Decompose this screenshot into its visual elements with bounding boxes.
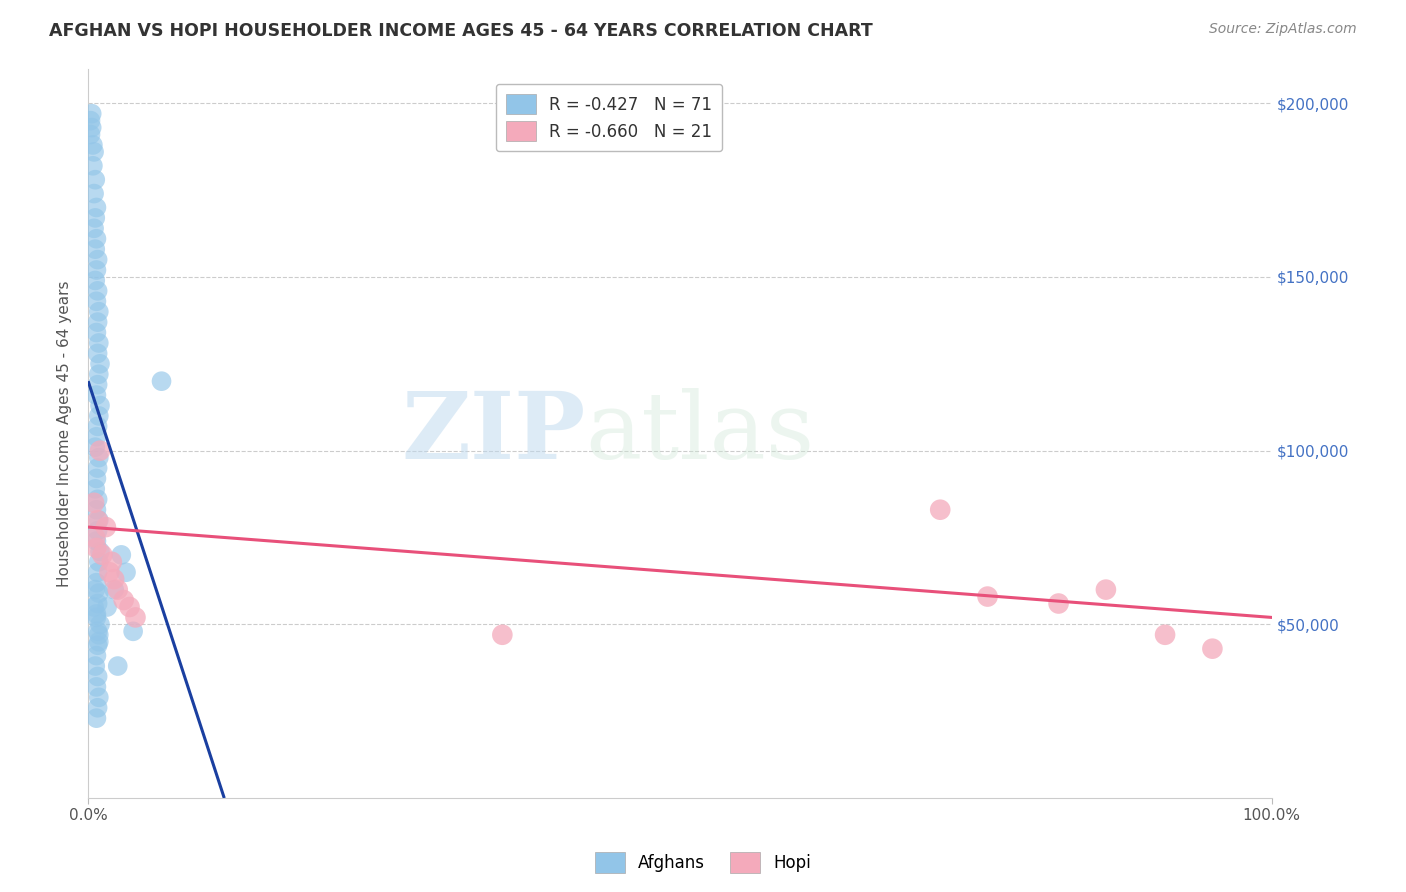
Point bbox=[86, 388, 108, 402]
Point bbox=[84, 659, 107, 673]
Point bbox=[86, 575, 108, 590]
Point bbox=[86, 524, 108, 538]
Point bbox=[84, 440, 107, 454]
Point bbox=[89, 544, 111, 558]
Point bbox=[103, 582, 125, 597]
Point bbox=[86, 638, 108, 652]
Point bbox=[87, 555, 110, 569]
Point bbox=[87, 586, 110, 600]
Point bbox=[1201, 641, 1223, 656]
Point bbox=[86, 284, 108, 298]
Point bbox=[86, 533, 108, 548]
Point bbox=[86, 513, 108, 527]
Point bbox=[86, 315, 108, 329]
Point bbox=[118, 599, 141, 614]
Point bbox=[107, 659, 129, 673]
Point bbox=[87, 690, 110, 705]
Point bbox=[86, 680, 108, 694]
Point bbox=[87, 628, 110, 642]
Text: AFGHAN VS HOPI HOUSEHOLDER INCOME AGES 45 - 64 YEARS CORRELATION CHART: AFGHAN VS HOPI HOUSEHOLDER INCOME AGES 4… bbox=[49, 22, 873, 40]
Point bbox=[83, 145, 105, 159]
Point bbox=[86, 461, 108, 475]
Point bbox=[96, 599, 118, 614]
Point bbox=[101, 555, 124, 569]
Point bbox=[115, 566, 138, 580]
Point bbox=[86, 471, 108, 485]
Point bbox=[89, 617, 111, 632]
Point bbox=[87, 634, 110, 648]
Point bbox=[80, 106, 103, 120]
Text: ZIP: ZIP bbox=[401, 388, 585, 478]
Point bbox=[86, 648, 108, 663]
Point bbox=[94, 520, 117, 534]
Point bbox=[84, 531, 107, 545]
Point bbox=[82, 137, 104, 152]
Point bbox=[87, 304, 110, 318]
Point bbox=[86, 201, 108, 215]
Point bbox=[491, 628, 513, 642]
Text: Source: ZipAtlas.com: Source: ZipAtlas.com bbox=[1209, 22, 1357, 37]
Point bbox=[89, 399, 111, 413]
Point bbox=[86, 669, 108, 683]
Point bbox=[86, 252, 108, 267]
Point bbox=[86, 541, 108, 555]
Point bbox=[84, 482, 107, 496]
Point bbox=[929, 502, 952, 516]
Point bbox=[86, 624, 108, 639]
Point bbox=[86, 232, 108, 246]
Point bbox=[1095, 582, 1118, 597]
Point bbox=[84, 211, 107, 225]
Point bbox=[87, 335, 110, 350]
Legend: Afghans, Hopi: Afghans, Hopi bbox=[588, 846, 818, 880]
Point bbox=[79, 128, 101, 142]
Point bbox=[124, 610, 146, 624]
Point bbox=[112, 593, 135, 607]
Point bbox=[83, 186, 105, 201]
Point bbox=[86, 607, 108, 621]
Point bbox=[84, 582, 107, 597]
Point bbox=[80, 120, 103, 135]
Point bbox=[107, 582, 129, 597]
Point bbox=[82, 159, 104, 173]
Point bbox=[122, 624, 145, 639]
Point bbox=[87, 368, 110, 382]
Point bbox=[83, 221, 105, 235]
Point bbox=[1154, 628, 1177, 642]
Point bbox=[98, 566, 121, 580]
Legend: R = -0.427   N = 71, R = -0.660   N = 21: R = -0.427 N = 71, R = -0.660 N = 21 bbox=[496, 84, 723, 152]
Point bbox=[86, 492, 108, 507]
Point bbox=[976, 590, 998, 604]
Point bbox=[86, 610, 108, 624]
Point bbox=[86, 430, 108, 444]
Point bbox=[79, 113, 101, 128]
Point bbox=[110, 548, 132, 562]
Point bbox=[86, 263, 108, 277]
Point bbox=[91, 548, 114, 562]
Point bbox=[83, 496, 105, 510]
Point bbox=[89, 357, 111, 371]
Point bbox=[86, 711, 108, 725]
Point bbox=[84, 172, 107, 186]
Point bbox=[84, 273, 107, 287]
Point bbox=[86, 597, 108, 611]
Point bbox=[87, 513, 110, 527]
Point bbox=[89, 443, 111, 458]
Point bbox=[83, 599, 105, 614]
Point bbox=[86, 700, 108, 714]
Point bbox=[150, 374, 173, 388]
Point bbox=[87, 450, 110, 465]
Point bbox=[86, 346, 108, 360]
Y-axis label: Householder Income Ages 45 - 64 years: Householder Income Ages 45 - 64 years bbox=[58, 280, 72, 587]
Point bbox=[86, 566, 108, 580]
Point bbox=[86, 294, 108, 309]
Text: atlas: atlas bbox=[585, 388, 814, 478]
Point bbox=[86, 326, 108, 340]
Point bbox=[1047, 597, 1070, 611]
Point bbox=[84, 242, 107, 256]
Point bbox=[103, 572, 125, 586]
Point bbox=[86, 502, 108, 516]
Point bbox=[86, 419, 108, 434]
Point bbox=[87, 409, 110, 423]
Point bbox=[86, 377, 108, 392]
